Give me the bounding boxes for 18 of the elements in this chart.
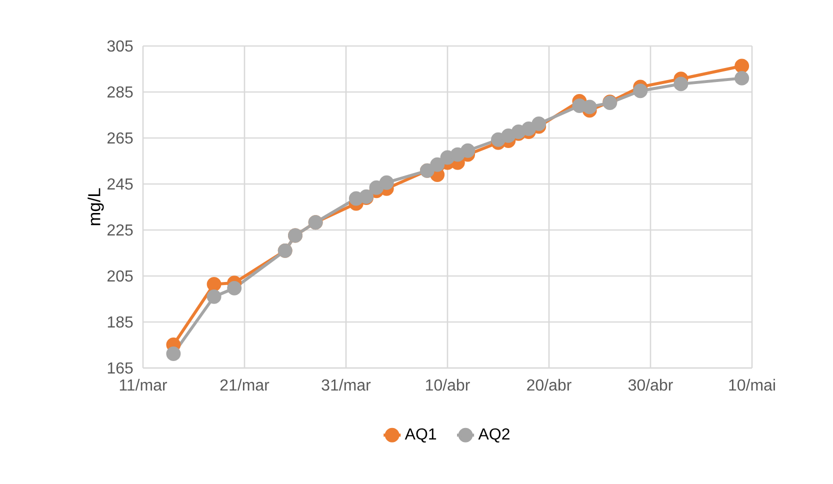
y-tick-label: 285 [108,86,133,98]
legend-label: AQ2 [478,428,510,443]
y-tick-label: 245 [108,178,133,190]
x-tick-label: 10/abr [426,378,470,391]
x-tick-label: 21/mar [220,378,270,391]
y-tick-label: 165 [108,362,133,374]
x-tick-label: 11/mar [120,378,168,391]
y-tick-label: 265 [108,132,133,144]
y-tick-label: 305 [107,40,133,52]
x-tick-label: 30/abr [628,378,673,391]
y-axis-title: mg/L [88,188,104,226]
y-tick-label: 205 [108,270,133,282]
legend-label: AQ1 [404,428,436,443]
x-tick-label: 31/mar [322,378,371,391]
x-tick-label: 20/abr [527,378,572,391]
y-tick-label: 185 [108,316,133,328]
y-tick-label: 225 [108,224,133,236]
x-tick-label: 10/mai [729,378,775,391]
